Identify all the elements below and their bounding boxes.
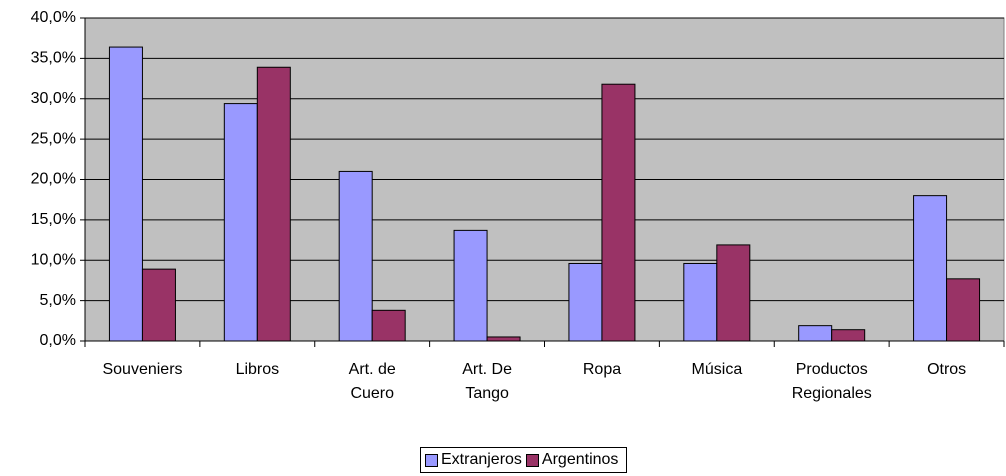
x-tick-label: Productos Regionales <box>791 361 872 402</box>
bar <box>486 336 521 342</box>
y-tick-label: 20,0% <box>31 171 76 188</box>
bar <box>141 268 176 342</box>
y-tick-label: 35,0% <box>31 50 76 67</box>
legend-swatch <box>425 453 438 467</box>
bar <box>716 244 751 342</box>
y-tick-label: 5,0% <box>40 292 76 309</box>
y-tick-label: 30,0% <box>31 90 76 107</box>
x-tick-label: Ropa <box>582 361 622 378</box>
bar <box>831 329 866 342</box>
bar <box>338 170 373 342</box>
x-tick-label: Art. de Cuero <box>348 361 396 402</box>
bar <box>798 325 833 342</box>
bar <box>108 46 143 342</box>
bar <box>223 103 258 342</box>
bar <box>601 83 636 342</box>
x-tick-label: Art. De Tango <box>462 361 513 402</box>
legend-item: Extranjeros <box>425 451 522 469</box>
legend-swatch <box>525 453 539 467</box>
legend: Extranjeros Argentinos <box>420 447 628 473</box>
bar <box>683 262 718 342</box>
legend-label: Argentinos <box>541 451 619 468</box>
y-tick-label: 40,0% <box>31 9 76 26</box>
bar <box>946 278 981 342</box>
y-tick-label: 0,0% <box>40 332 76 349</box>
x-tick-label: Souveniers <box>102 361 183 378</box>
y-tick-label: 10,0% <box>31 251 76 268</box>
legend-item: Argentinos <box>525 451 619 469</box>
bar <box>453 229 488 342</box>
y-tick-label: 25,0% <box>31 130 76 147</box>
bar <box>913 195 948 342</box>
bar <box>371 309 406 342</box>
x-tick-label: Otros <box>927 361 967 378</box>
x-tick-label: Libros <box>235 361 280 378</box>
bar <box>568 262 603 342</box>
x-tick-label: Música <box>691 361 743 378</box>
bar <box>256 66 291 342</box>
legend-label: Extranjeros <box>441 451 522 468</box>
y-tick-label: 15,0% <box>31 211 76 228</box>
